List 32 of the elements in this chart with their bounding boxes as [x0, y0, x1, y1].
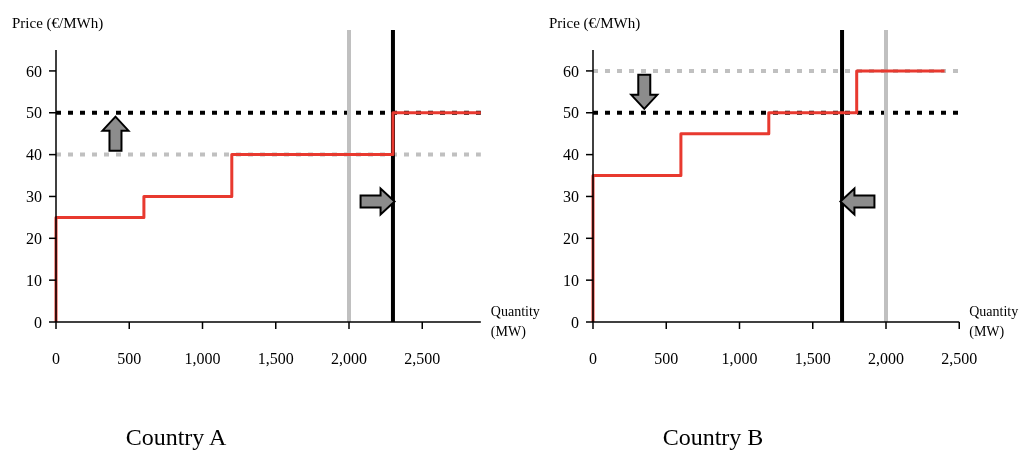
x-tick-label: 2,000: [331, 350, 367, 367]
y-tick-label: 50: [563, 104, 579, 122]
x-tick-label: 1,000: [184, 350, 221, 367]
y-tick-label: 30: [26, 188, 42, 206]
y-tick-label: 10: [26, 271, 42, 289]
y-tick-label: 60: [563, 62, 579, 80]
x-tick-label: 500: [654, 350, 679, 367]
x-tick-label: 500: [117, 350, 142, 367]
y-axis-title: Price (€/MWh): [549, 15, 641, 32]
y-tick-label: 0: [571, 313, 579, 331]
y-tick-label: 50: [26, 104, 42, 122]
y-tick-label: 20: [26, 229, 42, 247]
y-tick-label: 40: [26, 146, 42, 164]
y-axis-title: Price (€/MWh): [12, 15, 104, 32]
x-axis-title: Quantity (MW): [969, 304, 1019, 340]
x-tick-label: 2,500: [404, 350, 441, 367]
x-tick-label: 0: [589, 350, 597, 367]
y-tick-label: 10: [563, 271, 579, 289]
x-tick-label: 2,000: [868, 350, 904, 367]
x-tick-label: 1,000: [721, 350, 758, 367]
y-tick-label: 40: [563, 146, 579, 164]
y-tick-label: 60: [26, 62, 42, 80]
y-tick-label: 20: [563, 229, 579, 247]
x-axis-title: Quantity (MW): [490, 304, 540, 340]
text: Country B: [662, 424, 764, 450]
x-tick-label: 0: [52, 350, 60, 367]
x-tick-label: 1,500: [794, 350, 831, 367]
text: Country A: [125, 424, 227, 450]
y-tick-label: 30: [563, 188, 579, 206]
x-tick-label: 1,500: [257, 350, 294, 367]
y-tick-label: 0: [34, 313, 42, 331]
x-tick-label: 2,500: [941, 350, 978, 367]
